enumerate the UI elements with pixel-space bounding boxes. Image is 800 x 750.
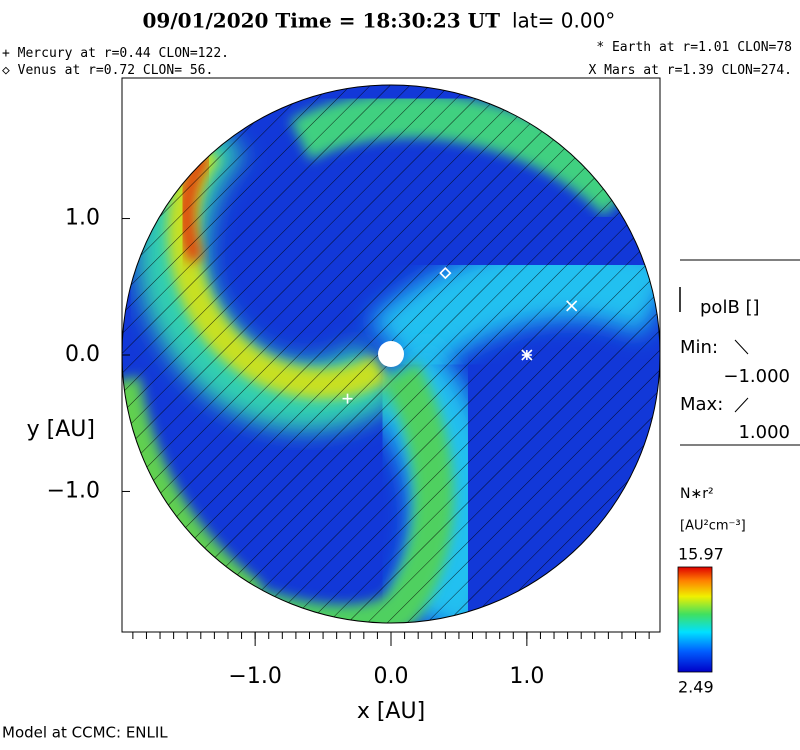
colorbar: [677, 566, 713, 673]
legend-marker: ◇: [2, 63, 10, 78]
legend-name: Venus at r=0.72 CLON= 56.: [18, 63, 214, 78]
contour-label: polB []: [700, 297, 760, 318]
legend-entry: * Earth at r=1.01 CLON=78: [596, 40, 792, 55]
colorbar-units: [AU²cm⁻³]: [680, 519, 746, 534]
x-tick-label: 1.0: [509, 664, 544, 689]
y-tick-label: 0.0: [65, 342, 100, 367]
sun: [378, 341, 404, 367]
title: 09/01/2020 Time = 18:30:23 UT: [143, 9, 501, 33]
planet-marker: [566, 300, 578, 312]
legend-marker: +: [2, 46, 10, 61]
y-axis-label: y [AU]: [27, 417, 95, 442]
legend-name: Earth at r=1.01 CLON=78: [612, 40, 792, 55]
x-axis-label: x [AU]: [357, 699, 425, 724]
colorbar-label: N∗r²: [680, 486, 714, 502]
planet-marker: [521, 349, 533, 361]
contour-max: 1.000: [738, 422, 790, 443]
footer: Model at CCMC: ENLIL: [2, 724, 168, 742]
y-tick-label: −1.0: [47, 478, 100, 503]
contour-min: −1.000: [723, 366, 790, 387]
colorbar-max: 15.97: [678, 545, 724, 564]
x-tick-label: 0.0: [374, 664, 409, 689]
planet-marker: [439, 266, 452, 280]
legend-marker: X: [589, 63, 597, 78]
marker-stroke: [439, 266, 452, 280]
x-tick-label: −1.0: [228, 664, 281, 689]
legend-entry: + Mercury at r=0.44 CLON=122.: [2, 46, 229, 61]
legend-entry: ◇ Venus at r=0.72 CLON= 56.: [2, 63, 213, 78]
contour-max-symbol: [734, 397, 749, 413]
marker-stroke: [566, 300, 578, 312]
legend-entry: X Mars at r=1.39 CLON=274.: [589, 63, 793, 78]
legend-name: Mercury at r=0.44 CLON=122.: [18, 46, 229, 61]
contour-min-symbol: [734, 339, 749, 355]
legend-name: Mars at r=1.39 CLON=274.: [604, 63, 792, 78]
colorbar-min: 2.49: [678, 678, 714, 697]
planet-marker: [342, 393, 353, 404]
subtitle: lat= 0.00°: [512, 9, 615, 33]
contour-min-label: Min:: [680, 337, 718, 358]
legend-marker: *: [596, 40, 604, 55]
contour-max-label: Max:: [680, 394, 723, 415]
legend: + Mercury at r=0.44 CLON=122. ◇ Venus at …: [2, 40, 792, 78]
y-tick-label: 1.0: [65, 206, 100, 231]
